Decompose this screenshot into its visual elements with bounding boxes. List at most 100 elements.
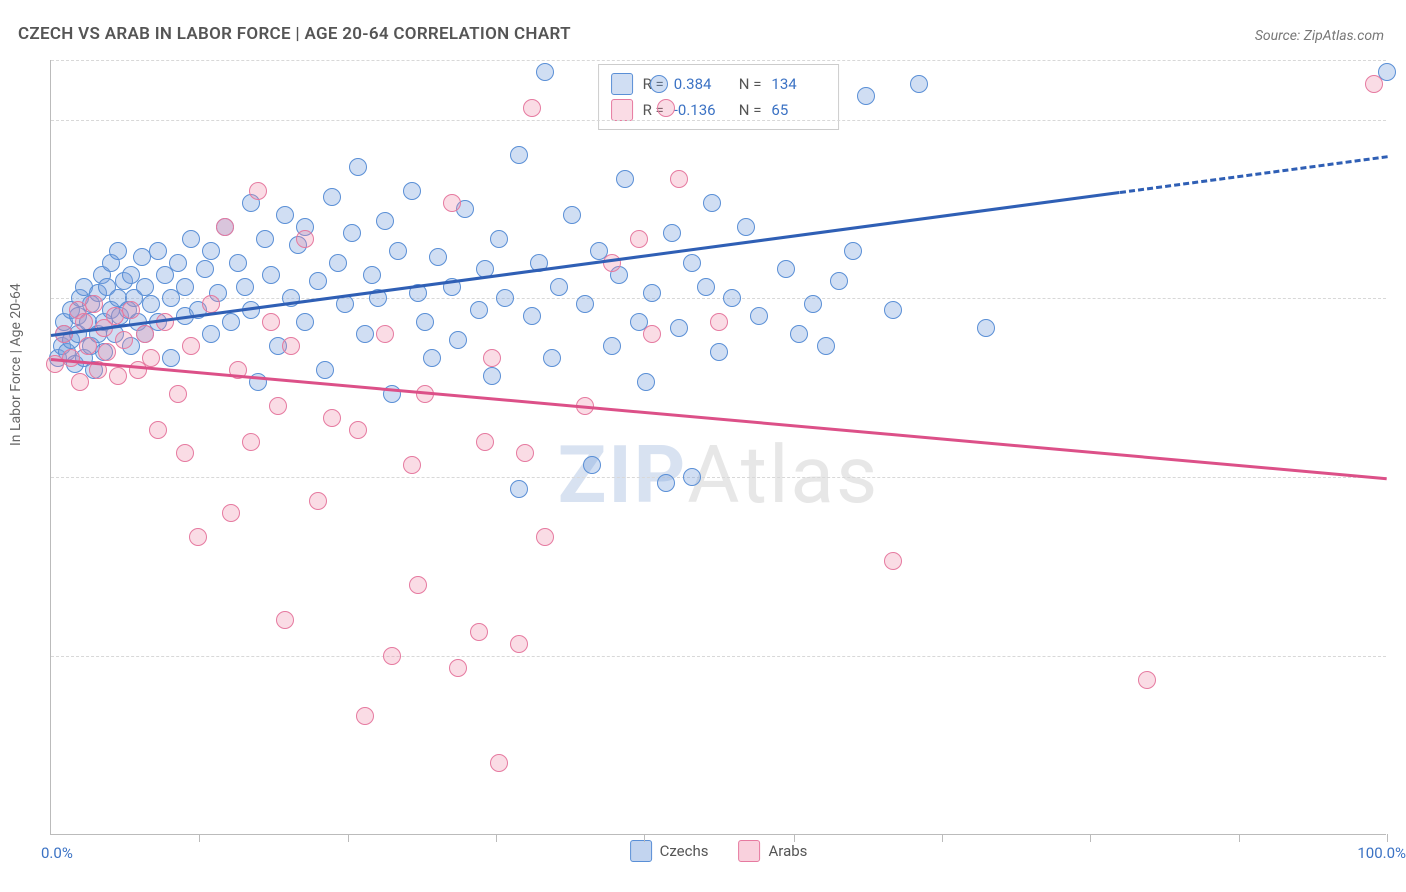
data-point [910, 75, 928, 93]
data-point [182, 337, 200, 355]
data-point [149, 242, 167, 260]
data-point [149, 421, 167, 439]
data-point [670, 170, 688, 188]
data-point [723, 289, 741, 307]
legend-swatch [630, 840, 652, 862]
legend-swatch [739, 840, 761, 862]
chart-plot-area: ZIPAtlas 0.0% 100.0% R =0.384N =134R =-0… [50, 60, 1386, 835]
x-tick [942, 834, 943, 842]
gridline-horizontal [51, 656, 1386, 657]
trend-line [1120, 155, 1388, 194]
data-point [282, 337, 300, 355]
data-point [683, 468, 701, 486]
data-point [844, 242, 862, 260]
data-point [349, 158, 367, 176]
data-point [643, 284, 661, 302]
data-point [670, 319, 688, 337]
data-point [71, 373, 89, 391]
data-point [162, 349, 180, 367]
data-point [663, 224, 681, 242]
data-point [356, 325, 374, 343]
legend-item: Arabs [739, 840, 808, 862]
data-point [62, 349, 80, 367]
x-axis-label-start: 0.0% [41, 844, 73, 862]
stat-value-r: -0.136 [674, 101, 729, 119]
x-tick [1090, 834, 1091, 842]
data-point [115, 331, 133, 349]
stat-value-n: 65 [771, 101, 826, 119]
gridline-horizontal [51, 477, 1386, 478]
data-point [79, 337, 97, 355]
data-point [323, 409, 341, 427]
data-point [483, 349, 501, 367]
data-point [470, 623, 488, 641]
data-point [276, 206, 294, 224]
x-tick [644, 834, 645, 842]
data-point [202, 325, 220, 343]
data-point [276, 611, 294, 629]
data-point [136, 278, 154, 296]
y-tick-label: 85.0% [1396, 289, 1406, 307]
data-point [710, 313, 728, 331]
data-point [136, 325, 154, 343]
data-point [543, 349, 561, 367]
data-point [309, 272, 327, 290]
data-point [737, 218, 755, 236]
data-point [262, 313, 280, 331]
data-point [697, 278, 715, 296]
data-point [550, 278, 568, 296]
data-point [376, 212, 394, 230]
data-point [189, 528, 207, 546]
data-point [182, 230, 200, 248]
data-point [309, 492, 327, 510]
data-point [523, 307, 541, 325]
data-point [657, 99, 675, 117]
data-point [142, 295, 160, 313]
watermark: ZIPAtlas [558, 428, 879, 522]
data-point [804, 295, 822, 313]
data-point [643, 325, 661, 343]
data-point [523, 99, 541, 117]
data-point [242, 433, 260, 451]
data-point [790, 325, 808, 343]
data-point [423, 349, 441, 367]
data-point [710, 343, 728, 361]
data-point [1365, 75, 1383, 93]
data-point [977, 319, 995, 337]
data-point [650, 75, 668, 93]
data-point [616, 170, 634, 188]
data-point [449, 659, 467, 677]
legend-label: Arabs [769, 842, 808, 860]
data-point [657, 474, 675, 492]
data-point [429, 248, 447, 266]
data-point [470, 301, 488, 319]
x-tick [794, 834, 795, 842]
data-point [630, 230, 648, 248]
data-point [576, 295, 594, 313]
stat-value-r: 0.384 [674, 75, 729, 93]
data-point [85, 295, 103, 313]
data-point [583, 456, 601, 474]
data-point [216, 218, 234, 236]
source-attribution: Source: ZipAtlas.com [1255, 28, 1384, 44]
data-point [416, 313, 434, 331]
data-point [363, 266, 381, 284]
data-point [409, 576, 427, 594]
data-point [222, 313, 240, 331]
legend-item: Czechs [630, 840, 709, 862]
legend-label: Czechs [660, 842, 709, 860]
data-point [256, 230, 274, 248]
data-point [483, 367, 501, 385]
data-point [349, 421, 367, 439]
stat-label: N = [739, 75, 762, 93]
data-point [249, 182, 267, 200]
data-point [510, 146, 528, 164]
data-point [236, 278, 254, 296]
data-point [329, 254, 347, 272]
data-point [563, 206, 581, 224]
gridline-horizontal [51, 60, 1386, 61]
x-tick [1387, 834, 1388, 842]
x-axis-label-end: 100.0% [1357, 844, 1406, 862]
data-point [142, 349, 160, 367]
chart-title: CZECH VS ARAB IN LABOR FORCE | AGE 20-64… [18, 24, 571, 44]
